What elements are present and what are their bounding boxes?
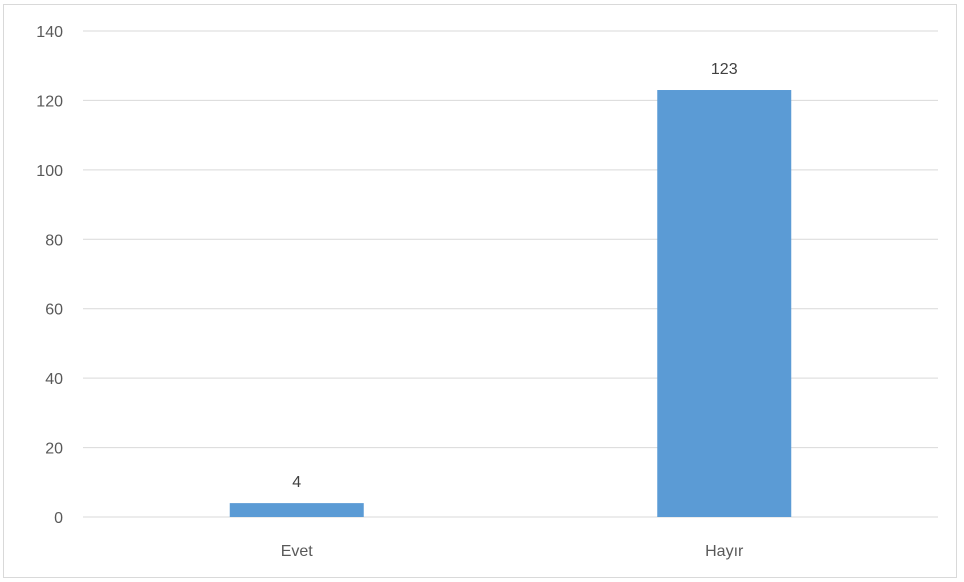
y-tick-label: 0 [54,510,63,527]
data-label: 123 [711,61,738,78]
chart-area [3,4,957,578]
x-category-label: Evet [281,543,314,560]
y-tick-label: 20 [45,441,63,458]
y-tick-label: 100 [36,163,63,180]
gridlines [83,30,938,518]
x-category-label: Hayır [705,543,744,560]
x-axis-category-labels: Evet Hayır [281,543,744,560]
bar-evet [229,503,364,517]
y-tick-label: 140 [36,24,63,41]
y-tick-label: 80 [45,232,63,249]
y-tick-label: 40 [45,371,63,388]
data-labels: 4 123 [292,61,737,491]
data-label: 4 [292,474,301,491]
y-tick-label: 120 [36,93,63,110]
y-axis-tick-labels: 0 20 40 60 80 100 120 140 [36,24,63,527]
y-tick-label: 60 [45,302,63,319]
bar-hayır [657,90,792,517]
bars [229,90,792,517]
